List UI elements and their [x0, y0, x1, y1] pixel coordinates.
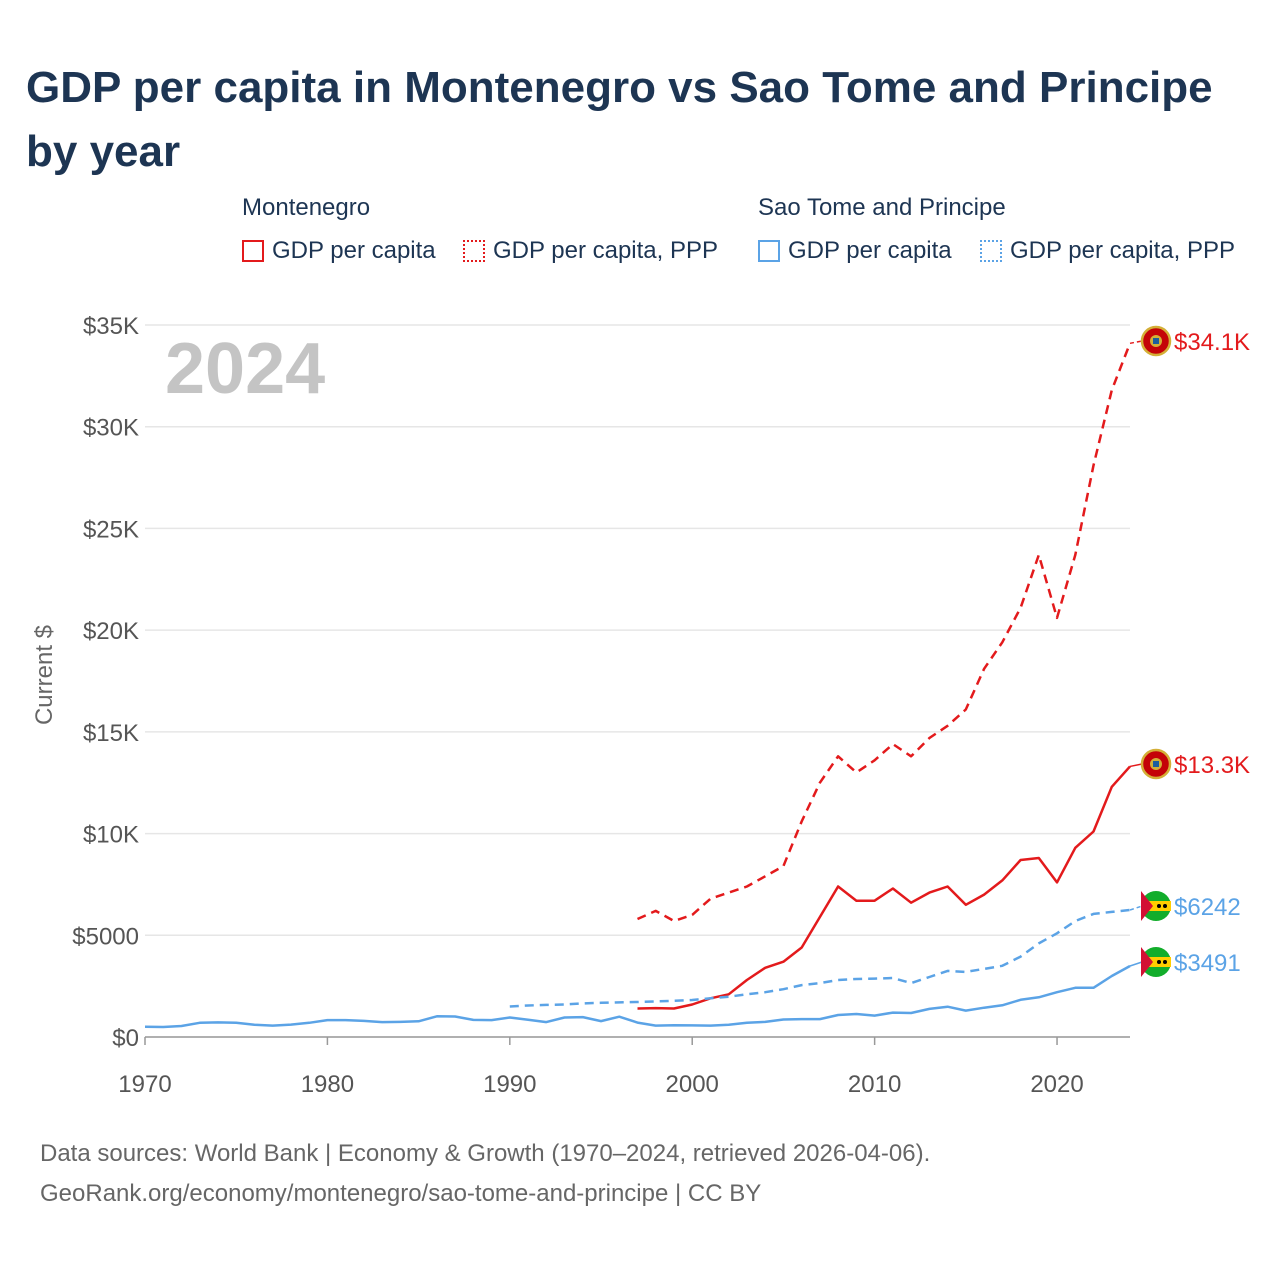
- sao-tome-flag-icon: [1141, 891, 1171, 921]
- legend-swatch-dotted-icon: [463, 240, 485, 262]
- footer-link[interactable]: GeoRank.org/economy/montenegro/sao-tome-…: [40, 1180, 762, 1207]
- end-connector: [1129, 340, 1143, 345]
- series-line-sao-tome-and-principe-gdp-per-capita-ppp[interactable]: [509, 908, 1131, 1008]
- series-line-sao-tome-and-principe-gdp-per-capita[interactable]: [144, 964, 1131, 1029]
- y-tick-label: $35K: [83, 313, 139, 340]
- legend-label: GDP per capita: [788, 237, 952, 264]
- legend-item-montenegro-gdp[interactable]: GDP per capita: [242, 236, 436, 266]
- y-tick-label: $10K: [83, 822, 139, 849]
- y-tick-label: $0: [112, 1025, 139, 1052]
- year-watermark: 2024: [165, 329, 325, 409]
- y-tick-label: $25K: [83, 516, 139, 543]
- y-tick-label: $5000: [72, 923, 139, 950]
- legend-item-montenegro-ppp[interactable]: GDP per capita, PPP: [463, 236, 718, 266]
- series: [144, 342, 1132, 1029]
- legend-group-montenegro: Montenegro: [242, 194, 371, 221]
- x-tick-label: 1990: [483, 1071, 536, 1098]
- end-connector: [1129, 763, 1143, 768]
- legend-label: GDP per capita: [272, 237, 436, 264]
- end-value-label: $13.3K: [1174, 752, 1250, 779]
- y-tick-label: $15K: [83, 720, 139, 747]
- y-tick-label: $30K: [83, 415, 139, 442]
- end-connector: [1129, 961, 1143, 967]
- montenegro-flag-icon: [1140, 325, 1172, 357]
- x-tick-label: 1970: [118, 1071, 171, 1098]
- series-line-montenegro-gdp-per-capita[interactable]: [637, 765, 1131, 1010]
- legend-swatch-dotted-icon: [980, 240, 1002, 262]
- legend-label: GDP per capita, PPP: [493, 237, 718, 264]
- grid: $0 $5000 $10K $15K $20K $25K $30K $35K 1970 1980 1…: [72, 313, 1130, 1098]
- x-tick-label: 2000: [666, 1071, 719, 1098]
- x-tick-label: 1980: [301, 1071, 354, 1098]
- montenegro-flag-icon: [1140, 748, 1172, 780]
- footer-sources: Data sources: World Bank | Economy & Gro…: [40, 1140, 931, 1167]
- legend-swatch-solid-icon: [758, 240, 780, 262]
- x-tick-label: 2020: [1030, 1071, 1083, 1098]
- y-axis-label: Current $: [31, 625, 58, 725]
- legend-swatch-solid-icon: [242, 240, 264, 262]
- end-value-label: $34.1K: [1174, 329, 1250, 356]
- legend-label: GDP per capita, PPP: [1010, 237, 1235, 264]
- y-tick-label: $20K: [83, 618, 139, 645]
- end-value-label: $3491: [1174, 950, 1241, 977]
- legend-item-sao-tome-gdp[interactable]: GDP per capita: [758, 236, 952, 266]
- end-labels: $34.1K $13.3K $6242 $3491: [1129, 325, 1250, 977]
- end-value-label: $6242: [1174, 894, 1241, 921]
- legend-group-sao-tome: Sao Tome and Principe: [758, 194, 1006, 221]
- chart-title: GDP per capita in Montenegro vs Sao Tome…: [26, 63, 1213, 176]
- sao-tome-flag-icon: [1141, 947, 1171, 977]
- legend-item-sao-tome-ppp[interactable]: GDP per capita, PPP: [980, 236, 1235, 266]
- x-tick-label: 2010: [848, 1071, 901, 1098]
- series-line-montenegro-gdp-per-capita-ppp[interactable]: [636, 342, 1132, 923]
- end-connector: [1129, 905, 1143, 911]
